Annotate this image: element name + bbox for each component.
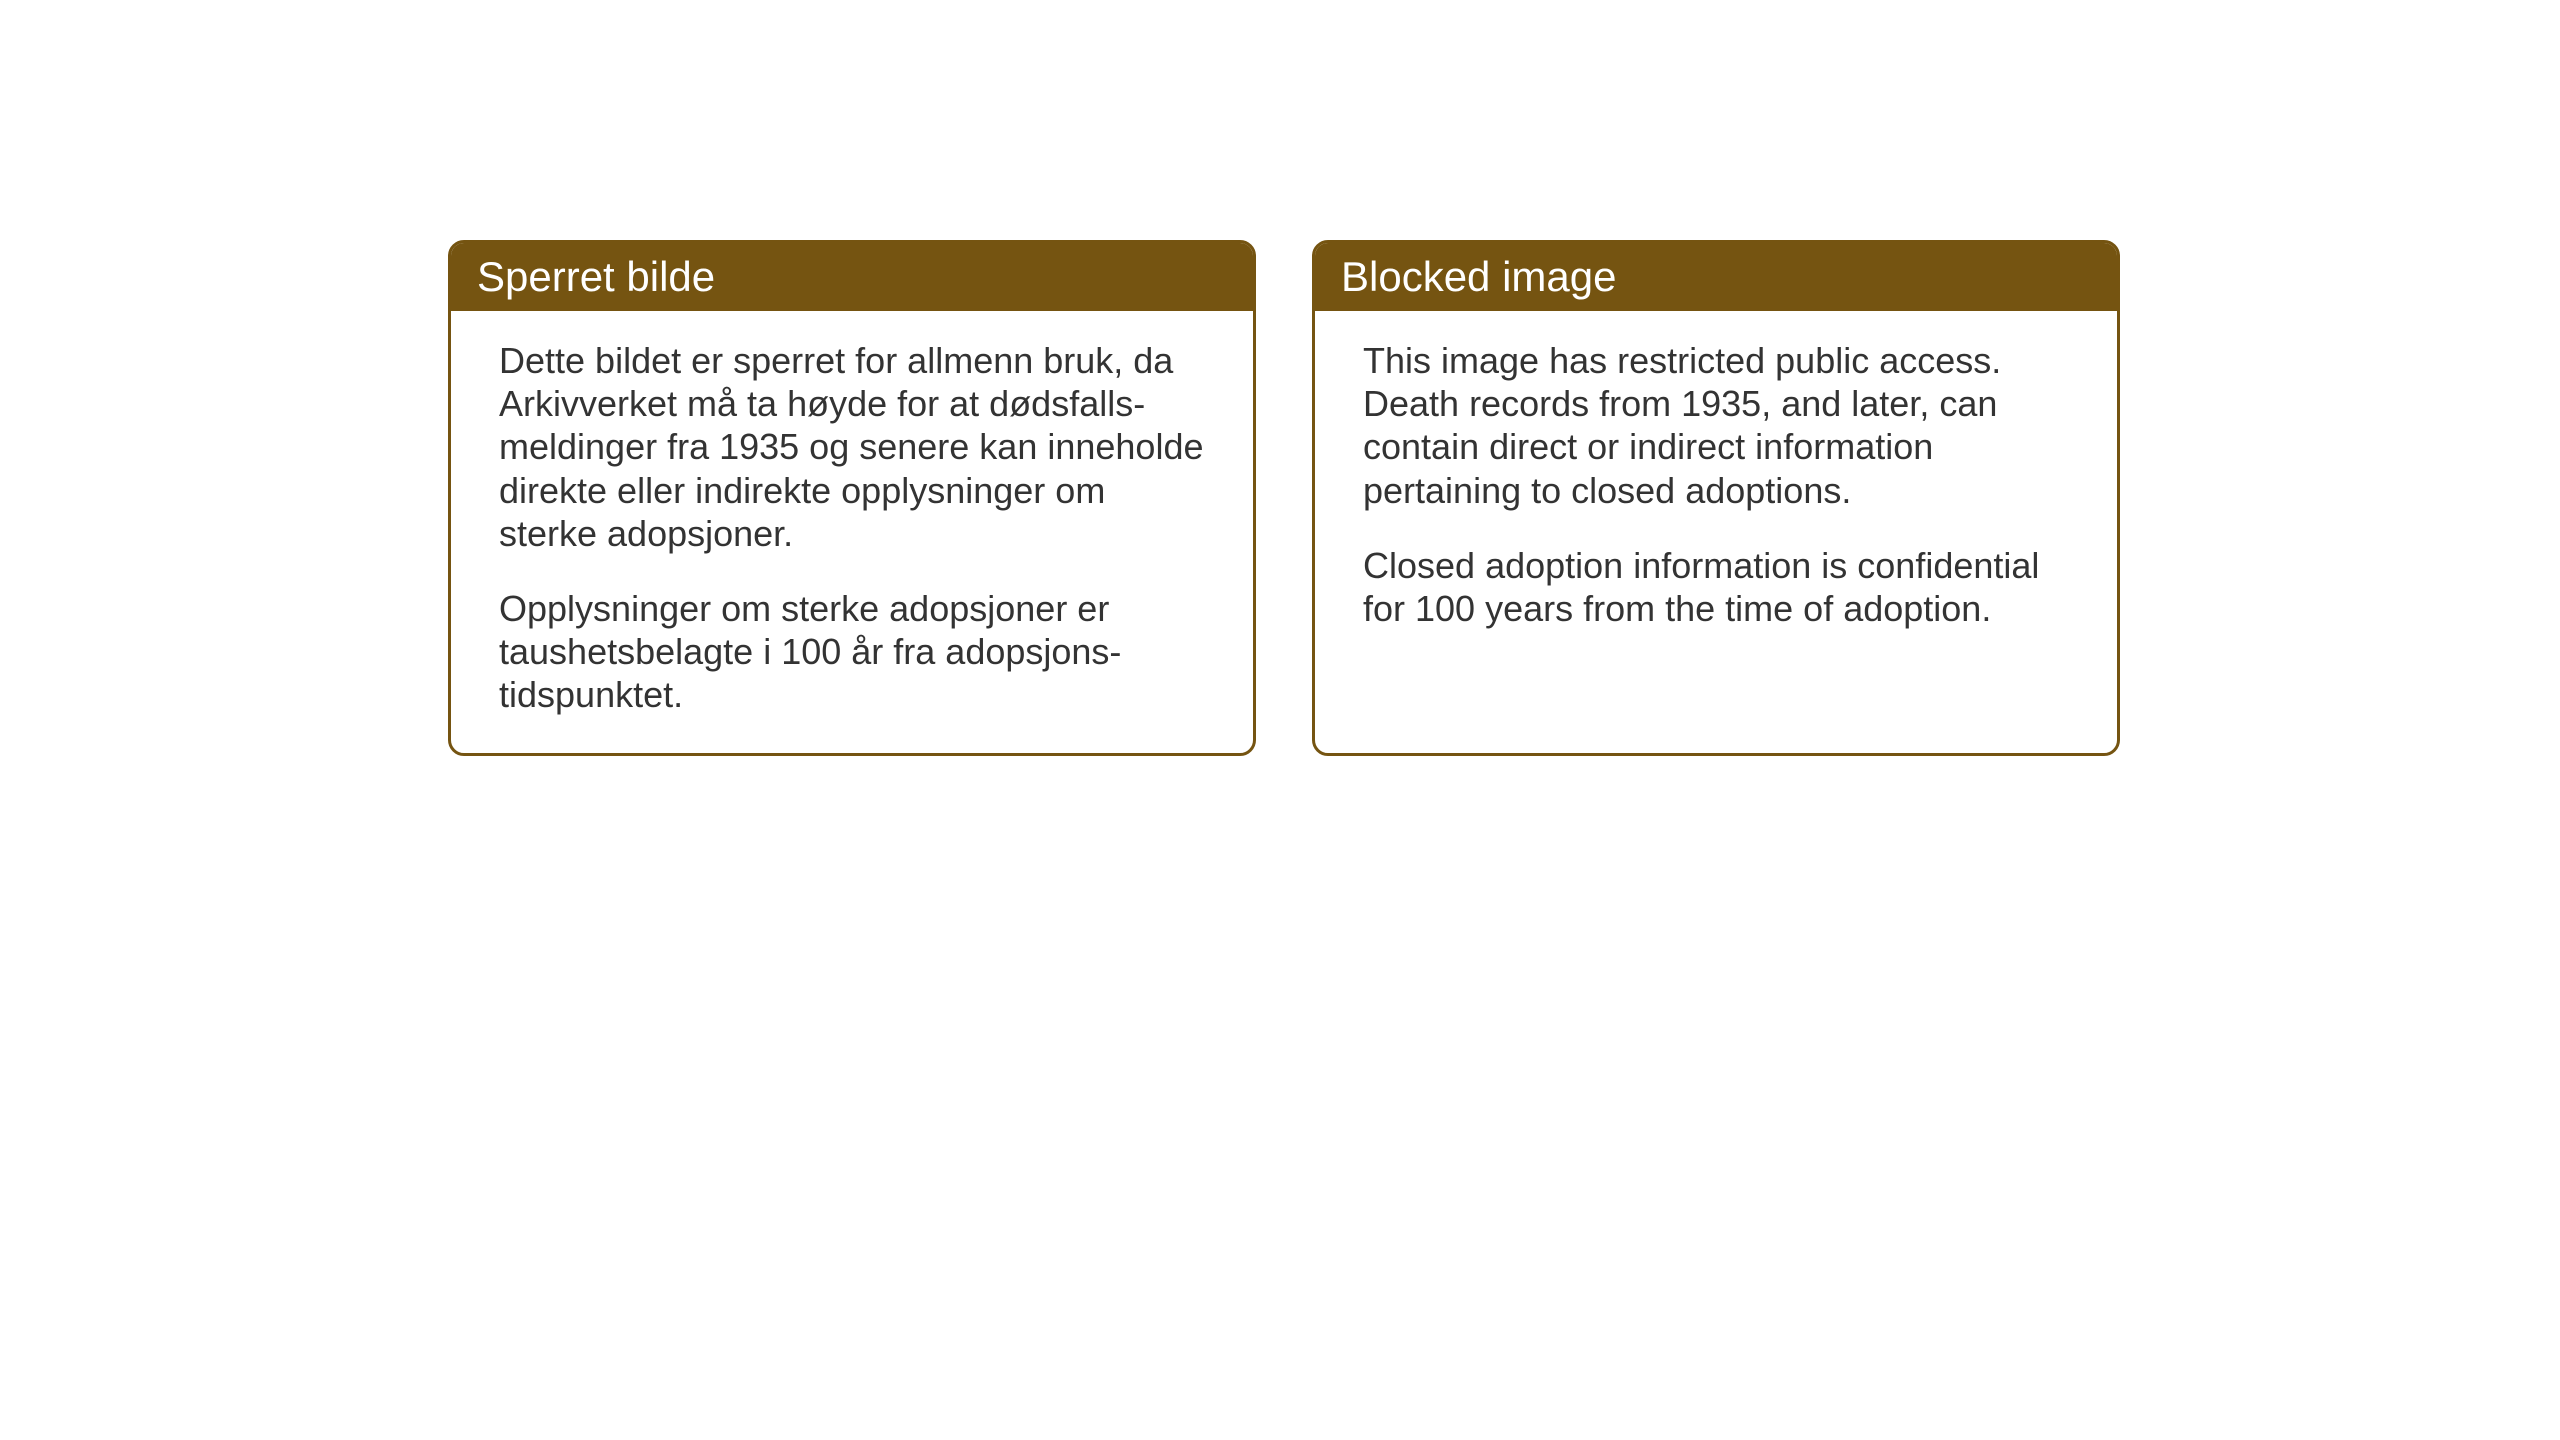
cards-container: Sperret bilde Dette bildet er sperret fo… xyxy=(448,240,2120,756)
norwegian-card: Sperret bilde Dette bildet er sperret fo… xyxy=(448,240,1256,756)
norwegian-card-body: Dette bildet er sperret for allmenn bruk… xyxy=(451,311,1253,753)
english-card-body: This image has restricted public access.… xyxy=(1315,311,2117,666)
english-card-title: Blocked image xyxy=(1341,253,1616,300)
norwegian-card-title: Sperret bilde xyxy=(477,253,715,300)
english-card: Blocked image This image has restricted … xyxy=(1312,240,2120,756)
english-paragraph-2: Closed adoption information is confident… xyxy=(1363,544,2069,630)
norwegian-card-header: Sperret bilde xyxy=(451,243,1253,311)
norwegian-paragraph-2: Opplysninger om sterke adopsjoner er tau… xyxy=(499,587,1205,717)
english-card-header: Blocked image xyxy=(1315,243,2117,311)
norwegian-paragraph-1: Dette bildet er sperret for allmenn bruk… xyxy=(499,339,1205,555)
english-paragraph-1: This image has restricted public access.… xyxy=(1363,339,2069,512)
